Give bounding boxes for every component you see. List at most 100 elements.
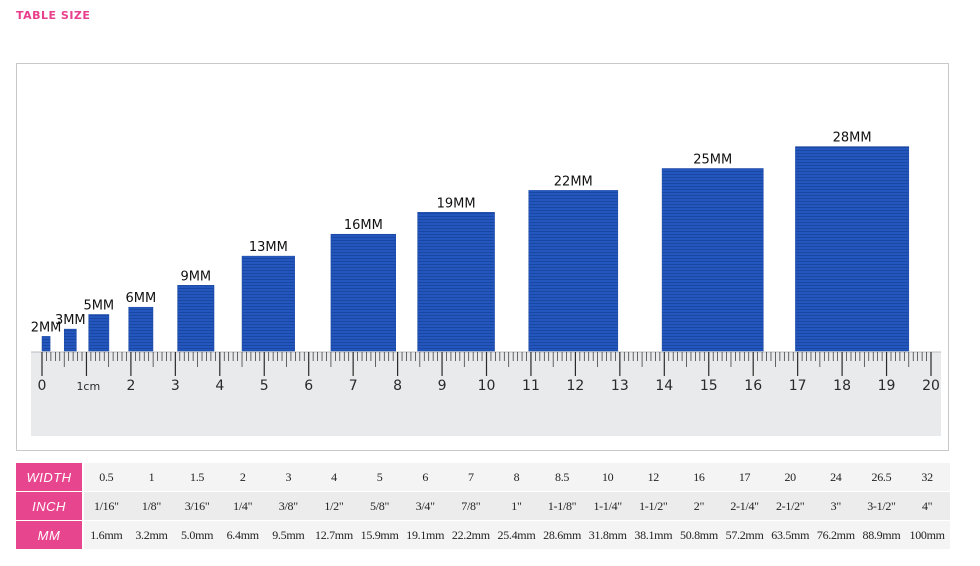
table-cell: 10 (584, 463, 631, 492)
ribbon-2mm (41, 336, 51, 352)
ruler-label: 7 (349, 378, 358, 394)
ruler-label: 5 (260, 378, 269, 394)
table-cell: 4" (904, 491, 950, 521)
ribbon-label: 19MM (437, 196, 476, 211)
table-cell: 22.2mm (448, 520, 494, 550)
ribbon-label: 6MM (125, 291, 156, 306)
ruler-label: 10 (478, 378, 496, 394)
table-cell: 57.2mm (721, 520, 768, 550)
ruler-label: 17 (789, 378, 807, 394)
ribbon-label: 3MM (55, 313, 86, 328)
table-cell: 9.5mm (265, 520, 312, 550)
table-cell: 5.0mm (174, 520, 220, 550)
table-row: MM 1.6mm 3.2mm 5.0mm 6.4mm 9.5mm 12.7mm 15.9mm 1… (16, 520, 950, 550)
table-cell: 63.5mm (767, 520, 813, 550)
ruler-label: 16 (744, 378, 762, 394)
table-cell: 8.5 (539, 463, 585, 492)
table-cell: 2" (676, 491, 722, 521)
table-cell: 3 (265, 463, 312, 492)
ruler-ticks (41, 352, 932, 376)
ribbon-28mm (795, 146, 910, 352)
row-header: MM (16, 520, 84, 550)
page-title: TABLE SIZE (16, 9, 91, 22)
ruler-label: 2 (126, 378, 135, 394)
table-cell: 12.7mm (311, 520, 357, 550)
table-cell: 12 (630, 463, 677, 492)
table-cell: 3" (813, 491, 859, 521)
table-cell: 1.6mm (83, 520, 129, 550)
table-cell: 17 (721, 463, 768, 492)
table-cell: 15.9mm (356, 520, 403, 550)
table-cell: 19.1mm (402, 520, 448, 550)
ribbon-label: 13MM (249, 240, 288, 255)
ribbon-13mm (241, 255, 295, 352)
ribbon-25mm (661, 168, 764, 352)
ruler-label: 19 (878, 378, 896, 394)
ruler-label: 18 (833, 378, 851, 394)
table-cell: 1-1/4" (584, 491, 631, 521)
table-cell: 1/16" (83, 491, 129, 521)
ribbon-5mm (88, 314, 110, 352)
table-cell: 1.5 (174, 463, 220, 492)
table-cell: 3-1/2" (858, 491, 905, 521)
ruler-label: 20 (922, 378, 940, 394)
table-cell: 3/16" (174, 491, 220, 521)
table-cell: 16 (676, 463, 722, 492)
ribbon-label: 2MM (31, 320, 62, 335)
ribbon-label: 5MM (83, 299, 114, 314)
ruler-label: 1cm (76, 380, 100, 393)
table-cell: 6 (402, 463, 448, 492)
ribbon-label: 16MM (344, 218, 383, 233)
table-cell: 20 (767, 463, 813, 492)
table-cell: 8 (493, 463, 540, 492)
table-cell: 2 (219, 463, 266, 492)
ribbon-label: 9MM (180, 269, 211, 284)
table-cell: 1" (493, 491, 540, 521)
table-cell: 2-1/4" (721, 491, 768, 521)
table-cell: 6.4mm (219, 520, 266, 550)
ruler-label: 13 (611, 378, 629, 394)
row-header: INCH (16, 491, 84, 521)
ruler-label: 14 (655, 378, 673, 394)
ruler-label: 12 (566, 378, 584, 394)
table-cell: 4 (311, 463, 357, 492)
table-cell: 1/8" (128, 491, 175, 521)
table-cell: 100mm (904, 520, 950, 550)
table-cell: 31.8mm (584, 520, 631, 550)
table-cell: 3/8" (265, 491, 312, 521)
ribbon-6mm (128, 306, 154, 352)
table-cell: 1/2" (311, 491, 357, 521)
table-cell: 5/8" (356, 491, 403, 521)
ruler-label: 8 (393, 378, 402, 394)
table-cell: 1 (128, 463, 175, 492)
table-cell: 3.2mm (128, 520, 175, 550)
ribbon-9mm (177, 285, 215, 352)
table-cell: 1-1/8" (539, 491, 585, 521)
ruler-label: 3 (171, 378, 180, 394)
table-cell: 1/4" (219, 491, 266, 521)
ribbon-label: 25MM (693, 153, 732, 168)
table-cell: 32 (904, 463, 950, 492)
ribbon-size-figure: 0 1cm 2 3 4 5 6 7 8 9 10 11 12 13 14 15 16 17 18 19 20 2MM 3MM… (16, 63, 949, 451)
row-header: WIDTH (16, 463, 84, 492)
ruler-label: 15 (700, 378, 718, 394)
ruler-label: 4 (215, 378, 224, 394)
table-cell: 2-1/2" (767, 491, 813, 521)
size-table: WIDTH 0.5 1 1.5 2 3 4 5 6 7 8 8.5 10 12 16 17 20 24 26.5 32… (16, 463, 950, 550)
ribbon-19mm (417, 212, 495, 352)
table-cell: 1-1/2" (630, 491, 677, 521)
table-cell: 76.2mm (813, 520, 859, 550)
table-cell: 26.5 (858, 463, 905, 492)
ruler-label: 6 (304, 378, 313, 394)
ribbon-label: 28MM (833, 131, 872, 146)
table-cell: 3/4" (402, 491, 448, 521)
table-cell: 24 (813, 463, 859, 492)
table-cell: 88.9mm (858, 520, 905, 550)
ribbon-ruler-illustration: 0 1cm 2 3 4 5 6 7 8 9 10 11 12 13 14 15 16 17 18 19 20 2MM3MM… (31, 131, 941, 436)
table-cell: 38.1mm (630, 520, 677, 550)
ribbon-16mm (330, 233, 396, 352)
ruler-label: 9 (438, 378, 447, 394)
ribbon-3mm (63, 328, 77, 352)
table-cell: 7/8" (448, 491, 494, 521)
table-row: WIDTH 0.5 1 1.5 2 3 4 5 6 7 8 8.5 10 12 16 17 20 24 26.5 32 (16, 463, 950, 492)
